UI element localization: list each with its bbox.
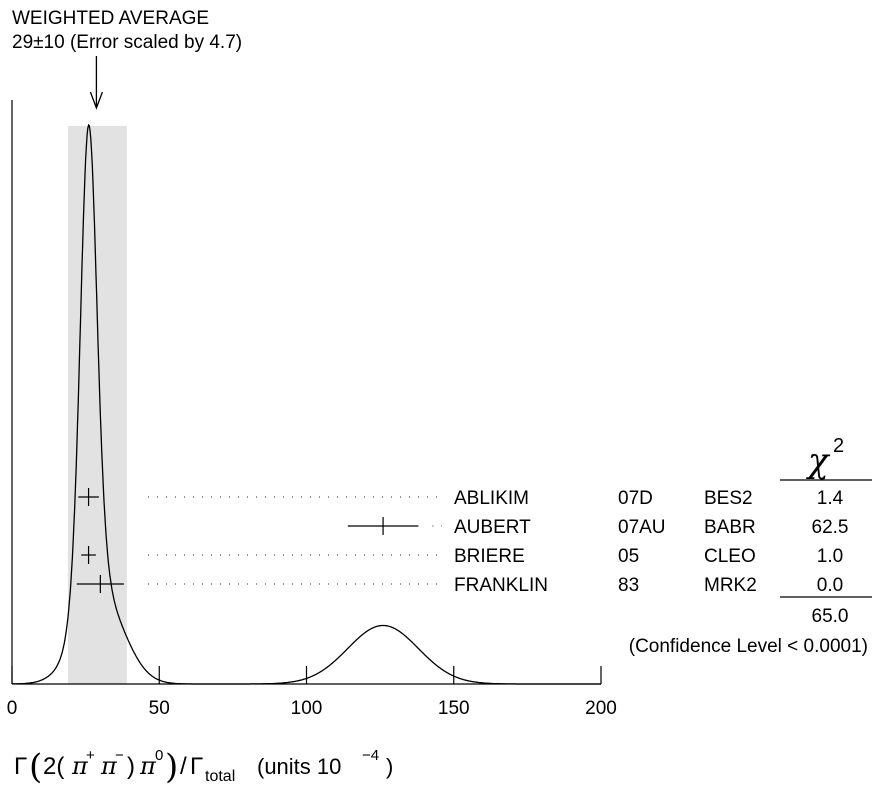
experiment-label: BABR	[704, 517, 756, 538]
average-arrow	[89, 56, 104, 110]
ideogram-curve	[12, 123, 601, 685]
measurement-list: ABLIKIM 07D BES2 1.4 AUBERT 07AU BABR 62.5 BRIER…	[76, 488, 849, 596]
x-tick-label: 200	[585, 698, 617, 719]
xlabel-zero: 0	[155, 747, 163, 764]
author-label: ABLIKIM	[454, 488, 529, 509]
chi2-exponent: 2	[833, 435, 844, 457]
chi2-value: 0.0	[817, 575, 843, 596]
xlabel-gamma-total: Γ	[190, 753, 203, 780]
x-tick-label: 50	[149, 698, 170, 719]
x-tick-label: 0	[7, 698, 18, 719]
chi2-symbol: χ	[806, 441, 831, 481]
xlabel-plus: +	[86, 747, 95, 764]
experiment-label: CLEO	[704, 546, 756, 567]
year-label: 83	[618, 575, 639, 596]
chi2-value: 1.4	[817, 488, 844, 509]
xlabel-minus: −	[115, 747, 124, 764]
xlabel-mid-paren: )	[127, 753, 135, 780]
author-label: BRIERE	[454, 546, 525, 567]
xlabel-exponent: −4	[362, 747, 379, 764]
arrow-head	[89, 91, 104, 110]
experiment-label: MRK2	[704, 575, 757, 596]
xlabel-units: (units 10	[257, 754, 341, 779]
confidence-level: (Confidence Level < 0.0001)	[629, 636, 868, 657]
x-ticks	[11, 666, 602, 684]
experiment-label: BES2	[704, 488, 753, 509]
chi2-value: 1.0	[817, 546, 843, 567]
xlabel-pi-minus: π	[100, 752, 118, 780]
measurement-row: AUBERT 07AU BABR 62.5	[347, 517, 849, 538]
chart-title: WEIGHTED AVERAGE	[12, 8, 209, 29]
xlabel-slash: /	[180, 753, 187, 780]
measurement-row: FRANKLIN 83 MRK2 0.0	[76, 575, 843, 596]
weighted-average-label: 29±10 (Error scaled by 4.7)	[12, 32, 242, 53]
year-label: 07D	[618, 488, 653, 509]
measurement-row: ABLIKIM 07D BES2 1.4	[78, 488, 844, 509]
year-label: 07AU	[618, 517, 666, 538]
xlabel-pi-plus: π	[71, 752, 89, 780]
x-axis-label: Γ ( 2( π + π − ) π 0 ) / Γ total (units …	[14, 747, 393, 787]
xlabel-gamma: Γ	[14, 753, 27, 780]
chi2-value: 62.5	[812, 517, 849, 538]
average-band	[67, 126, 127, 684]
x-tick-label: 150	[438, 698, 470, 719]
x-tick-label: 100	[291, 698, 323, 719]
xlabel-subscript: total	[205, 768, 235, 785]
author-label: AUBERT	[454, 517, 531, 538]
measurement-row: BRIERE 05 CLEO 1.0	[81, 546, 843, 567]
chi2-total: 65.0	[812, 606, 849, 627]
year-label: 05	[618, 546, 639, 567]
xlabel-pi-zero: π	[139, 752, 157, 780]
xlabel-close-paren: )	[165, 747, 178, 787]
author-label: FRANKLIN	[454, 575, 548, 596]
xlabel-open-paren: (	[29, 747, 42, 787]
xlabel-two: 2(	[43, 753, 64, 780]
x-tick-labels: 0 50 100 150 200	[7, 698, 617, 719]
xlabel-units-close: )	[386, 754, 393, 779]
